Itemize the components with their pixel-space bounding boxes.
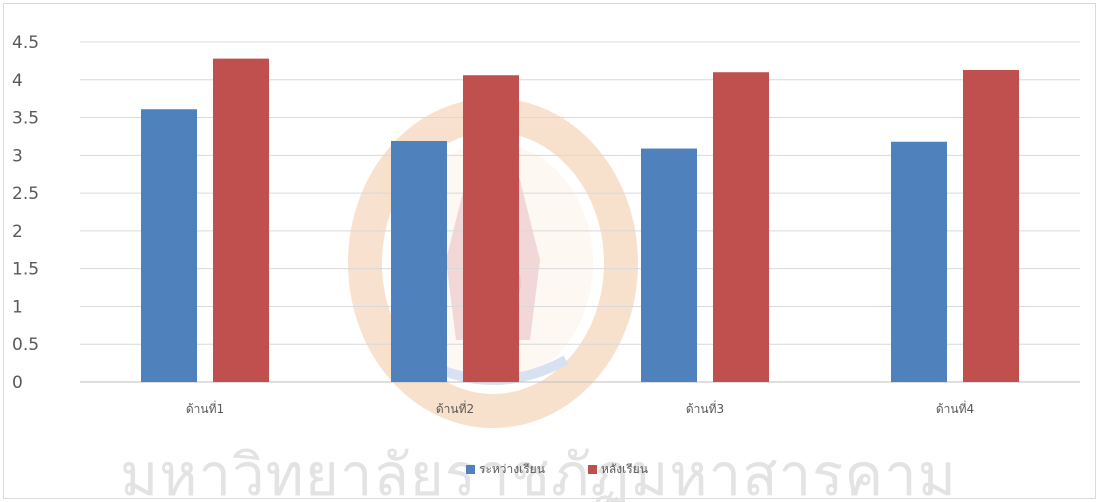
x-axis-ticks: ด้านที่1 ด้านที่2 ด้านที่3 ด้านที่4 [186, 400, 974, 416]
y-tick-label: 1 [12, 297, 23, 317]
legend-swatch-during [466, 465, 475, 474]
bar-after-4 [963, 69, 1019, 382]
y-tick-label: 3.5 [12, 109, 39, 129]
y-tick-label: 0.5 [12, 335, 39, 355]
bar-during-2 [391, 140, 447, 382]
x-tick-label: ด้านที่1 [186, 400, 224, 416]
y-tick-label: 0 [12, 373, 23, 393]
x-tick-label: ด้านที่2 [436, 400, 474, 416]
bar-during-3 [641, 148, 697, 382]
y-tick-label: 4.5 [12, 33, 39, 53]
bar-during-1 [141, 109, 197, 382]
legend-label-during: ระหว่างเรียน [479, 462, 545, 476]
bar-during-4 [891, 141, 947, 382]
legend: ระหว่างเรียน หลังเรียน [466, 462, 648, 476]
x-tick-label: ด้านที่4 [936, 400, 974, 416]
legend-swatch-after [588, 465, 597, 474]
y-tick-label: 2 [12, 222, 23, 242]
y-tick-label: 1.5 [12, 260, 39, 280]
bars [141, 58, 1019, 382]
bar-after-2 [463, 75, 519, 382]
x-tick-label: ด้านที่3 [686, 400, 724, 416]
watermark-text: มหาวิทยาลัยราชภัฏมหาสารคาม [120, 441, 957, 502]
y-axis-ticks: 0 0.5 1 1.5 2 2.5 3 3.5 4 4.5 [12, 33, 39, 393]
legend-label-after: หลังเรียน [601, 462, 648, 476]
y-tick-label: 2.5 [12, 184, 39, 204]
y-tick-label: 3 [12, 146, 23, 166]
y-tick-label: 4 [12, 71, 23, 91]
bar-after-3 [713, 72, 769, 382]
bar-after-1 [213, 58, 269, 382]
